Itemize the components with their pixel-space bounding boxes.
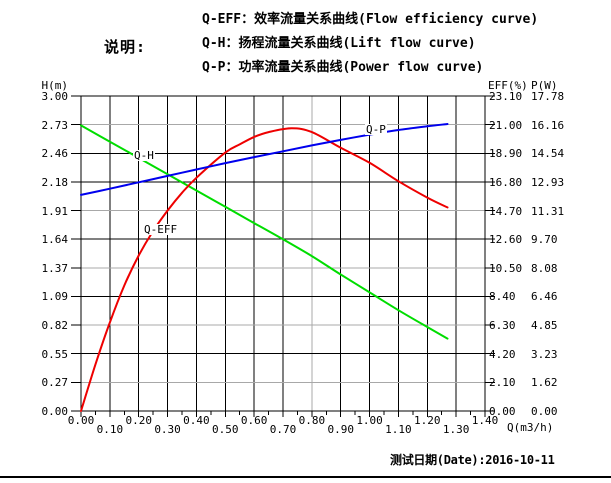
curve-label-q-h: Q-H [133,149,155,162]
x-tick-label: 1.10 [385,423,412,436]
curve-q-eff [80,127,449,412]
h-tick-label: 1.37 [41,261,69,275]
x-tick-label: 0.50 [212,423,239,436]
x-tick-label: 0.70 [269,423,297,436]
x-tick-label: 0.20 [125,414,152,427]
x-tick-label: 1.30 [442,423,470,436]
legend-line-qp: Q-P：功率流量关系曲线(Power flow curve) [202,60,484,75]
legend-line-qh: Q-H：扬程流量关系曲线(Lift flow curve) [202,36,476,51]
p-tick-label: 9.70 [531,233,558,247]
p-tick-label: 3.23 [531,347,558,361]
x-tick-label: 0.10 [96,423,124,436]
h-tick-label: 2.18 [41,175,69,189]
eff-tick-label: 21.00 [489,118,523,132]
eff-tick-label: 23.10 [489,90,523,103]
x-tick-label: 1.20 [414,414,441,427]
eff-tick-label: 4.20 [489,347,516,361]
test-date-label: 测试日期(Date):2016-10-11 [390,453,555,467]
x-tick-label: 0.30 [154,423,181,436]
note-label: 说明: [104,38,147,56]
h-tick-label: 1.91 [41,204,69,218]
eff-tick-label: 8.40 [489,290,516,304]
x-axis-unit: Q(m3/h) [507,421,554,434]
h-tick-label: 2.46 [41,147,69,161]
x-tick-label: 0.80 [298,414,326,427]
eff-tick-label: 6.30 [489,319,516,333]
h-tick-label: 0.27 [41,376,69,390]
h-tick-label: 1.64 [41,233,69,247]
x-tick-label: 1.00 [356,414,383,427]
eff-tick-label: 2.10 [489,376,516,390]
bottom-border-line [0,476,611,478]
h-tick-label: 2.73 [41,118,69,132]
x-tick-label: 0.90 [327,423,354,436]
eff-tick-label: 14.70 [489,204,523,218]
h-tick-label: 0.82 [41,319,69,333]
eff-tick-label: 18.90 [489,147,523,161]
p-tick-label: 0.00 [531,405,558,418]
eff-tick-label: 12.60 [489,233,523,247]
x-tick-label: 0.00 [67,414,95,427]
eff-tick-label: 16.80 [489,175,523,189]
p-tick-label: 8.08 [531,261,558,275]
eff-axis-title: EFF(%) [488,79,528,92]
x-tick-label: 0.40 [183,414,210,427]
p-tick-label: 1.62 [531,376,558,390]
eff-tick-label: 0.00 [489,405,516,418]
h-tick-label: 0.00 [41,405,69,418]
h-axis-title: H(m) [41,79,69,92]
p-tick-label: 6.46 [531,290,558,304]
h-tick-label: 3.00 [41,90,69,103]
curve-q-p [80,123,449,196]
p-axis-title: P(W) [531,79,558,92]
h-tick-label: 1.09 [41,290,69,304]
eff-tick-label: 10.50 [489,261,523,275]
curve-label-q-eff: Q-EFF [143,223,179,236]
h-tick-label: 0.55 [41,347,69,361]
curve-label-q-p: Q-P [365,123,387,136]
x-tick-label: 1.40 [471,414,499,427]
p-tick-label: 4.85 [531,319,558,333]
p-tick-label: 12.93 [531,175,565,189]
legend-line-qeff: Q-EFF：效率流量关系曲线(Flow efficiency curve) [202,12,539,27]
p-tick-label: 17.78 [531,90,565,103]
p-tick-label: 16.16 [531,118,565,132]
p-tick-label: 14.54 [531,147,565,161]
x-tick-label: 0.60 [240,414,268,427]
p-tick-label: 11.31 [531,204,565,218]
